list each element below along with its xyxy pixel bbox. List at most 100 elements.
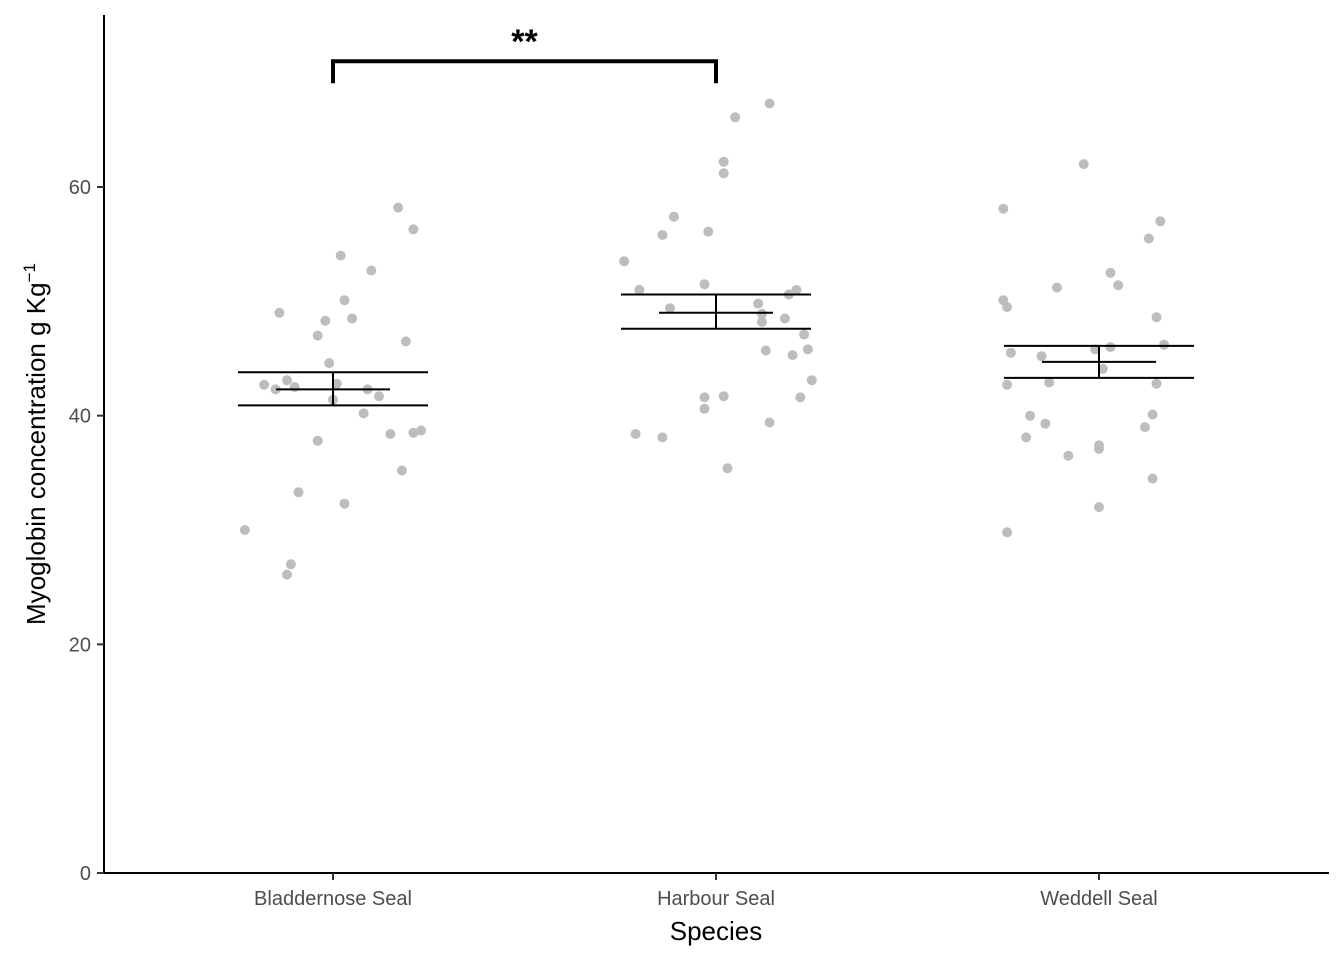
data-point — [312, 330, 323, 341]
data-point — [339, 295, 350, 306]
data-point — [757, 316, 767, 327]
data-point — [393, 202, 404, 213]
data-point — [239, 525, 250, 535]
data-point — [657, 432, 668, 443]
data-point — [339, 498, 350, 509]
data-point — [289, 382, 300, 393]
x-axis-title: Species — [670, 916, 763, 946]
data-point — [1021, 432, 1032, 443]
data-point — [795, 392, 806, 403]
data-point — [366, 265, 377, 276]
data-point — [1159, 339, 1170, 350]
data-point — [764, 98, 775, 109]
data-point — [699, 392, 710, 403]
data-point — [764, 417, 775, 428]
data-point — [416, 425, 427, 436]
data-point — [282, 375, 292, 386]
data-point — [1094, 502, 1104, 513]
data-point — [374, 391, 384, 402]
data-point — [634, 284, 645, 295]
data-point — [1002, 379, 1013, 390]
data-point — [1105, 267, 1116, 278]
significance-label: ** — [511, 23, 538, 61]
axes — [103, 15, 1329, 874]
y-tick-label: 0 — [80, 863, 91, 885]
data-point — [657, 230, 668, 240]
error-bars — [238, 293, 1194, 407]
data-point — [1155, 216, 1166, 227]
data-point — [718, 168, 729, 179]
data-point — [335, 250, 346, 261]
data-point — [1044, 377, 1055, 388]
y-tick-label: 60 — [69, 177, 91, 199]
data-point — [699, 403, 710, 414]
y-tick-label: 40 — [69, 406, 91, 428]
data-point — [408, 427, 419, 438]
data-point — [331, 378, 342, 389]
data-point — [396, 465, 407, 476]
data-point — [293, 487, 304, 498]
data-point — [619, 256, 630, 267]
data-point — [665, 303, 675, 314]
data-point — [408, 224, 419, 235]
data-point — [259, 379, 270, 390]
data-point — [1147, 409, 1158, 420]
data-point — [757, 308, 767, 319]
data-point — [358, 408, 369, 419]
data-point — [791, 284, 802, 295]
data-point — [1151, 378, 1162, 389]
significance-annotations: ** — [331, 23, 718, 84]
data-point — [282, 569, 292, 580]
data-point — [1002, 527, 1013, 538]
data-point — [1147, 473, 1158, 484]
data-point — [1078, 159, 1089, 170]
data-point — [998, 203, 1009, 214]
data-point — [285, 559, 296, 570]
data-point — [1040, 418, 1051, 429]
data-point — [324, 358, 335, 369]
data-point — [1140, 422, 1150, 433]
data-point — [1051, 282, 1062, 293]
data-point — [760, 345, 771, 356]
data-point — [312, 435, 323, 446]
data-point — [320, 315, 331, 326]
data-points — [239, 98, 1170, 580]
data-point — [1025, 410, 1036, 421]
data-point — [1151, 312, 1162, 323]
data-point — [270, 384, 281, 395]
data-point — [274, 307, 285, 318]
data-point — [347, 313, 358, 324]
data-point — [806, 375, 817, 386]
x-tick-label: Weddell Seal — [1040, 888, 1157, 910]
y-tick-label: 20 — [69, 634, 91, 656]
data-point — [1036, 351, 1047, 362]
data-point — [1002, 302, 1013, 312]
data-point — [1005, 347, 1016, 358]
data-point — [400, 336, 411, 347]
data-point — [703, 226, 714, 237]
data-point — [730, 112, 741, 123]
data-point — [668, 211, 679, 222]
data-point — [630, 429, 641, 439]
data-point — [799, 329, 810, 340]
data-point — [779, 313, 790, 324]
x-tick-label: Bladdernose Seal — [254, 888, 412, 910]
data-point — [722, 463, 733, 474]
data-point — [718, 391, 729, 402]
data-point — [753, 298, 764, 309]
significance-bracket — [331, 59, 718, 84]
data-point — [1063, 450, 1074, 461]
y-axis-title-text: Myoglobin concentration g Kg — [21, 282, 51, 625]
data-point — [787, 350, 798, 361]
data-point — [699, 279, 710, 290]
data-point — [1105, 342, 1116, 353]
data-point — [1097, 363, 1108, 374]
y-axis-title-superscript: −1 — [20, 263, 39, 282]
data-point — [718, 156, 729, 167]
y-ticks: 0 20 40 60 — [69, 177, 104, 885]
x-ticks: Bladdernose Seal Harbour Seal Weddell Seal — [254, 873, 1158, 910]
y-axis-title: Myoglobin concentration g Kg−1 — [20, 263, 51, 625]
data-point — [802, 344, 813, 355]
data-point — [385, 429, 396, 439]
